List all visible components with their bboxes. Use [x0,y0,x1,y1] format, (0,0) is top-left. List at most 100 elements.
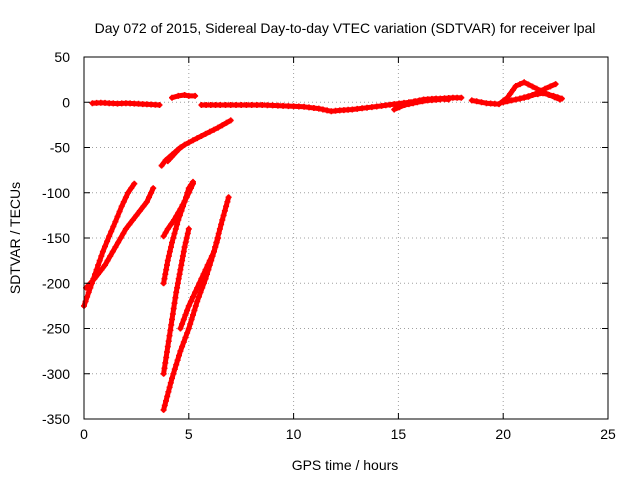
data-point [558,95,565,102]
data-point [521,94,528,101]
data-point [521,79,528,86]
data-point [554,94,561,101]
data-series [169,92,199,101]
data-series [81,180,138,309]
data-point [112,218,119,225]
x-tick-label: 20 [495,426,511,442]
data-point [108,228,115,235]
plot-area [81,79,565,413]
data-point [212,244,219,250]
data-point [164,257,171,264]
data-point [169,94,175,101]
data-point [168,244,174,251]
data-point [195,293,202,300]
data-point [405,101,412,108]
data-point [181,92,188,98]
data-point [98,253,105,260]
data-point [534,91,541,98]
data-point [196,280,203,287]
data-point [419,98,426,105]
data-point [517,95,523,102]
data-point [162,271,169,278]
data-point [208,253,215,260]
data-point [165,388,172,395]
data-point [508,97,515,104]
data-series [160,180,196,240]
y-tick-label: -250 [42,321,70,337]
data-point [225,194,232,201]
data-point [512,83,519,89]
y-tick-label: -150 [42,230,70,246]
series-track [165,145,183,164]
data-point [161,402,168,409]
data-point [222,102,229,108]
data-point [182,239,189,246]
data-point [414,99,421,106]
data-point [192,289,199,296]
data-point [211,248,217,255]
data-point [131,180,138,187]
data-point [216,225,223,232]
y-tick-label: -100 [42,185,70,201]
data-point [164,349,170,355]
data-point [174,221,181,228]
data-point [169,311,176,317]
data-point [504,98,511,105]
data-point [128,185,135,192]
data-point [227,102,234,108]
grid-lines [84,57,608,419]
data-point [140,203,147,210]
y-tick-label: 50 [54,49,70,65]
data-point [183,194,190,201]
data-point [213,239,220,246]
data-point [122,194,129,201]
data-point [529,83,536,90]
data-point [117,235,124,241]
data-point [194,135,201,142]
data-point [437,96,444,103]
data-point [264,102,271,109]
data-point [496,101,502,108]
data-point [542,85,549,92]
data-point [285,103,292,110]
data-point [173,289,180,296]
data-point [184,230,191,237]
data-point [204,262,211,269]
data-point [185,225,192,232]
data-point [143,198,150,205]
data-point [175,209,182,216]
data-point [167,327,174,334]
y-tick-label: -200 [42,275,70,291]
data-point [215,235,222,241]
data-point [91,275,98,282]
data-series [391,96,444,113]
data-point [166,248,173,255]
data-series [83,185,157,291]
data-point [187,321,194,327]
data-point [194,298,201,305]
data-point [179,321,186,327]
data-point [112,244,119,251]
data-point [219,216,226,223]
data-point [190,137,196,144]
data-point [269,102,276,109]
y-tick-label: 0 [62,94,70,110]
data-point [253,102,260,108]
data-point [183,235,190,241]
data-point [171,366,178,373]
data-point [107,253,114,260]
data-point [221,207,228,214]
data-point [445,96,452,103]
y-axis-label: SDTVAR / TECUs [7,182,23,294]
data-point [99,248,106,255]
data-point [220,212,227,219]
data-series [160,225,192,377]
data-point [206,257,213,264]
data-point [192,302,199,309]
data-series [89,99,163,108]
data-point [172,225,179,232]
data-series [177,235,222,332]
data-point [166,332,173,339]
data-point [98,266,105,273]
data-point [174,357,181,364]
